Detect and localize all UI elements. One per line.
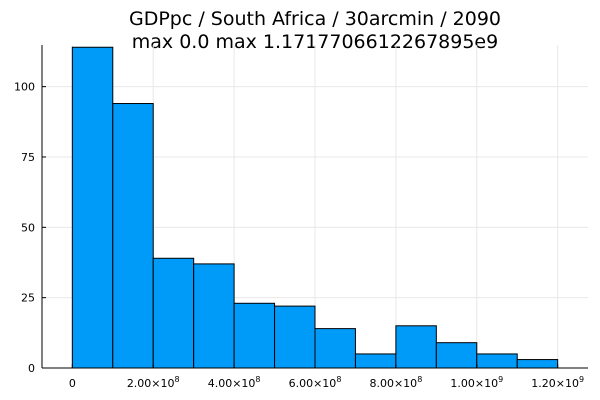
chart-title-line1: GDPpc / South Africa / 30arcmin / 2090	[129, 8, 501, 30]
y-tick-labels: 0 25 50 75 100	[14, 81, 35, 375]
x-tick-label-5: 1.00×109	[450, 375, 503, 390]
y-tick-label-4: 100	[14, 81, 35, 94]
x-tick-label-0: 0	[69, 377, 76, 390]
x-tick-label-3: 6.00×108	[289, 375, 342, 390]
x-tick-label-1: 2.00×108	[127, 375, 180, 390]
histogram-bar-0	[71, 46, 114, 369]
y-tick-label-3: 75	[21, 151, 35, 164]
y-tick-label-1: 25	[21, 292, 35, 305]
histogram-bar-6	[314, 328, 356, 369]
x-tick-label-6: 1.20×109	[531, 375, 584, 390]
histogram-bar-2	[152, 257, 195, 369]
x-tick-label-2: 4.00×108	[208, 375, 261, 390]
x-tick-labels: 0 2.00×108 4.00×108 6.00×108 8.00×108 1.00×10…	[69, 375, 584, 390]
histogram-bar-7	[354, 353, 397, 369]
x-tick-label-4: 8.00×108	[369, 375, 422, 390]
histogram-bar-10	[476, 353, 518, 369]
histogram-bar-11	[516, 359, 559, 369]
y-tick-label-0: 0	[28, 362, 35, 375]
chart-title-line2: max 0.0 max 1.1717706612267895e9	[132, 31, 498, 53]
bars	[71, 46, 559, 369]
histogram-bar-5	[274, 305, 316, 369]
histogram-bar-9	[435, 342, 478, 369]
histogram-bar-1	[112, 103, 154, 369]
y-tick-label-2: 50	[21, 221, 35, 234]
histogram-bar-4	[233, 302, 276, 369]
axes	[41, 45, 588, 369]
histogram-bar-3	[193, 263, 235, 369]
histogram-bar-8	[395, 325, 437, 369]
